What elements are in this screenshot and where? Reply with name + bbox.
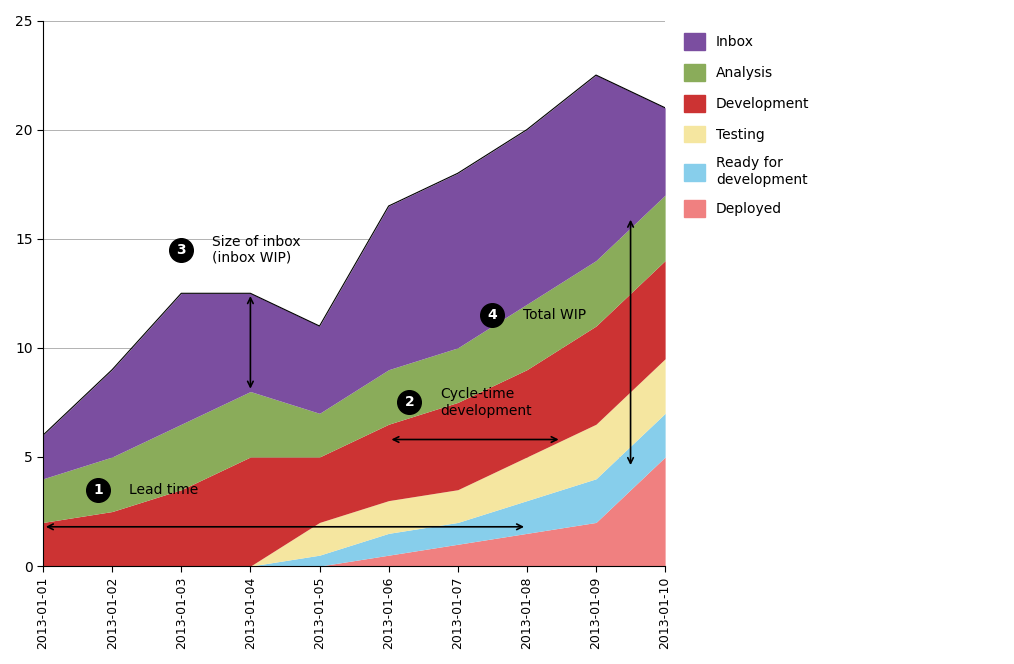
Text: 4: 4 — [488, 308, 497, 322]
Text: 3: 3 — [176, 242, 187, 257]
Legend: Inbox, Analysis, Development, Testing, Ready for
development, Deployed: Inbox, Analysis, Development, Testing, R… — [678, 27, 815, 223]
Text: Lead time: Lead time — [130, 483, 199, 497]
Text: Total WIP: Total WIP — [523, 308, 586, 322]
Text: 1: 1 — [93, 483, 103, 497]
Text: Size of inbox
(inbox WIP): Size of inbox (inbox WIP) — [212, 234, 301, 265]
Text: 2: 2 — [405, 395, 415, 410]
Text: Cycle-time
development: Cycle-time development — [440, 387, 532, 418]
